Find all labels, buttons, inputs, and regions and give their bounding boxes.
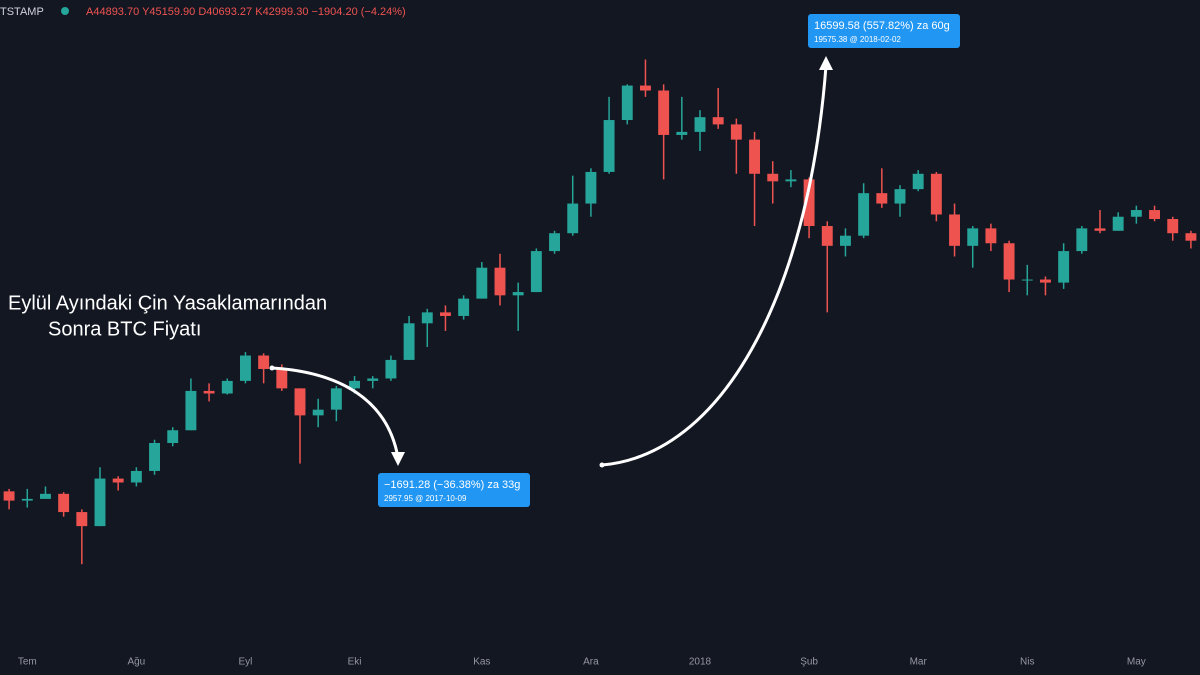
candle-body: [1058, 251, 1070, 283]
x-tick-label: Tem: [18, 657, 37, 668]
candle-body: [640, 85, 651, 91]
candle-body: [1021, 279, 1033, 281]
candle-body: [276, 368, 288, 389]
arrow-drop: [271, 366, 400, 459]
candle-body: [785, 179, 797, 182]
measure-label: −1691.28 (−36.38%) za 33g: [384, 479, 520, 491]
candle-body: [730, 124, 742, 140]
candle-body: [912, 173, 924, 190]
arrow-start: [269, 365, 275, 371]
candle-body: [149, 442, 160, 471]
x-tick-label: Mar: [910, 657, 928, 668]
candle-body: [221, 380, 233, 394]
candle-body: [94, 478, 106, 527]
candle-body: [476, 267, 488, 299]
candle-body: [621, 85, 633, 121]
x-tick-label: Şub: [800, 657, 818, 668]
candle-body: [894, 189, 906, 204]
candle-body: [112, 478, 124, 483]
candle-body: [858, 193, 870, 236]
candle-body: [385, 359, 397, 379]
x-tick-label: 2018: [689, 657, 712, 668]
x-tick-label: Ağu: [127, 657, 145, 668]
candle-body: [585, 171, 597, 204]
arrowhead: [819, 56, 833, 70]
candle-body: [240, 355, 251, 381]
candle-body: [949, 214, 960, 246]
candle-body: [749, 139, 760, 174]
candle-body: [349, 380, 360, 389]
candle-body: [567, 203, 579, 234]
x-tick-label: Eyl: [239, 657, 253, 668]
annotation-title: Sonra BTC Fiyatı: [48, 318, 201, 340]
candle-body: [712, 117, 724, 125]
arrowhead: [391, 452, 405, 466]
candle-body: [403, 323, 415, 360]
candle-body: [76, 512, 88, 527]
candle-body: [821, 226, 833, 246]
candle-body: [1112, 216, 1124, 231]
candle-body: [1185, 233, 1197, 241]
candle-body: [203, 390, 215, 394]
measure-sub: 19575.38 @ 2018-02-02: [814, 35, 901, 44]
candles: [3, 59, 1197, 565]
candle-body: [1094, 228, 1106, 231]
candle-body: [330, 388, 342, 410]
candle-body: [840, 235, 851, 246]
candle-body: [967, 228, 979, 246]
x-tick-label: May: [1127, 657, 1146, 668]
candle-body: [185, 390, 197, 431]
x-tick-label: Eki: [348, 657, 362, 668]
x-tick-label: Ara: [583, 657, 599, 668]
candle-body: [130, 470, 142, 483]
candle-body: [985, 228, 997, 244]
candle-body: [294, 388, 306, 416]
candle-body: [3, 491, 15, 501]
candle-body: [603, 120, 615, 172]
candle-body: [530, 251, 542, 293]
candle-body: [549, 233, 560, 252]
measure-box: [808, 14, 960, 48]
candle-body: [421, 312, 433, 324]
measure-box: [378, 473, 530, 507]
candle-body: [40, 493, 51, 499]
x-tick-label: Nis: [1020, 657, 1034, 668]
candle-body: [512, 292, 524, 296]
arrow-start: [599, 462, 605, 468]
candle-body: [167, 430, 179, 443]
candle-body: [658, 90, 670, 135]
candle-body: [676, 131, 688, 135]
candle-body: [694, 117, 706, 132]
candle-body: [930, 173, 942, 215]
candle-body: [367, 378, 379, 381]
arrow-rise: [601, 65, 828, 467]
candle-body: [312, 409, 324, 416]
candle-body: [1040, 279, 1051, 283]
measure-label: 16599.58 (557.82%) za 60g: [814, 20, 950, 32]
measure-sub: 2957.95 @ 2017-10-09: [384, 494, 467, 503]
candle-body: [803, 179, 815, 227]
candle-body: [876, 193, 888, 204]
symbol: TSTAMP: [0, 6, 44, 18]
candle-body: [21, 498, 33, 501]
candle-body: [767, 173, 779, 182]
candle-body: [58, 493, 70, 513]
candle-body: [458, 298, 470, 316]
ohlc: A44893.70 Y45159.90 D40693.27 K42999.30 …: [86, 6, 406, 18]
candle-body: [1076, 228, 1088, 252]
x-tick-label: Kas: [473, 657, 490, 668]
candle-body: [1167, 219, 1179, 234]
annotation-title: Eylül Ayındaki Çin Yasaklamarından: [8, 292, 327, 314]
candle-body: [258, 355, 270, 369]
candle-body: [1130, 210, 1142, 217]
candle-body: [440, 312, 451, 316]
status-dot: [61, 7, 69, 15]
candle-body: [494, 267, 506, 296]
candle-body: [1149, 210, 1160, 220]
candle-body: [1003, 243, 1015, 280]
